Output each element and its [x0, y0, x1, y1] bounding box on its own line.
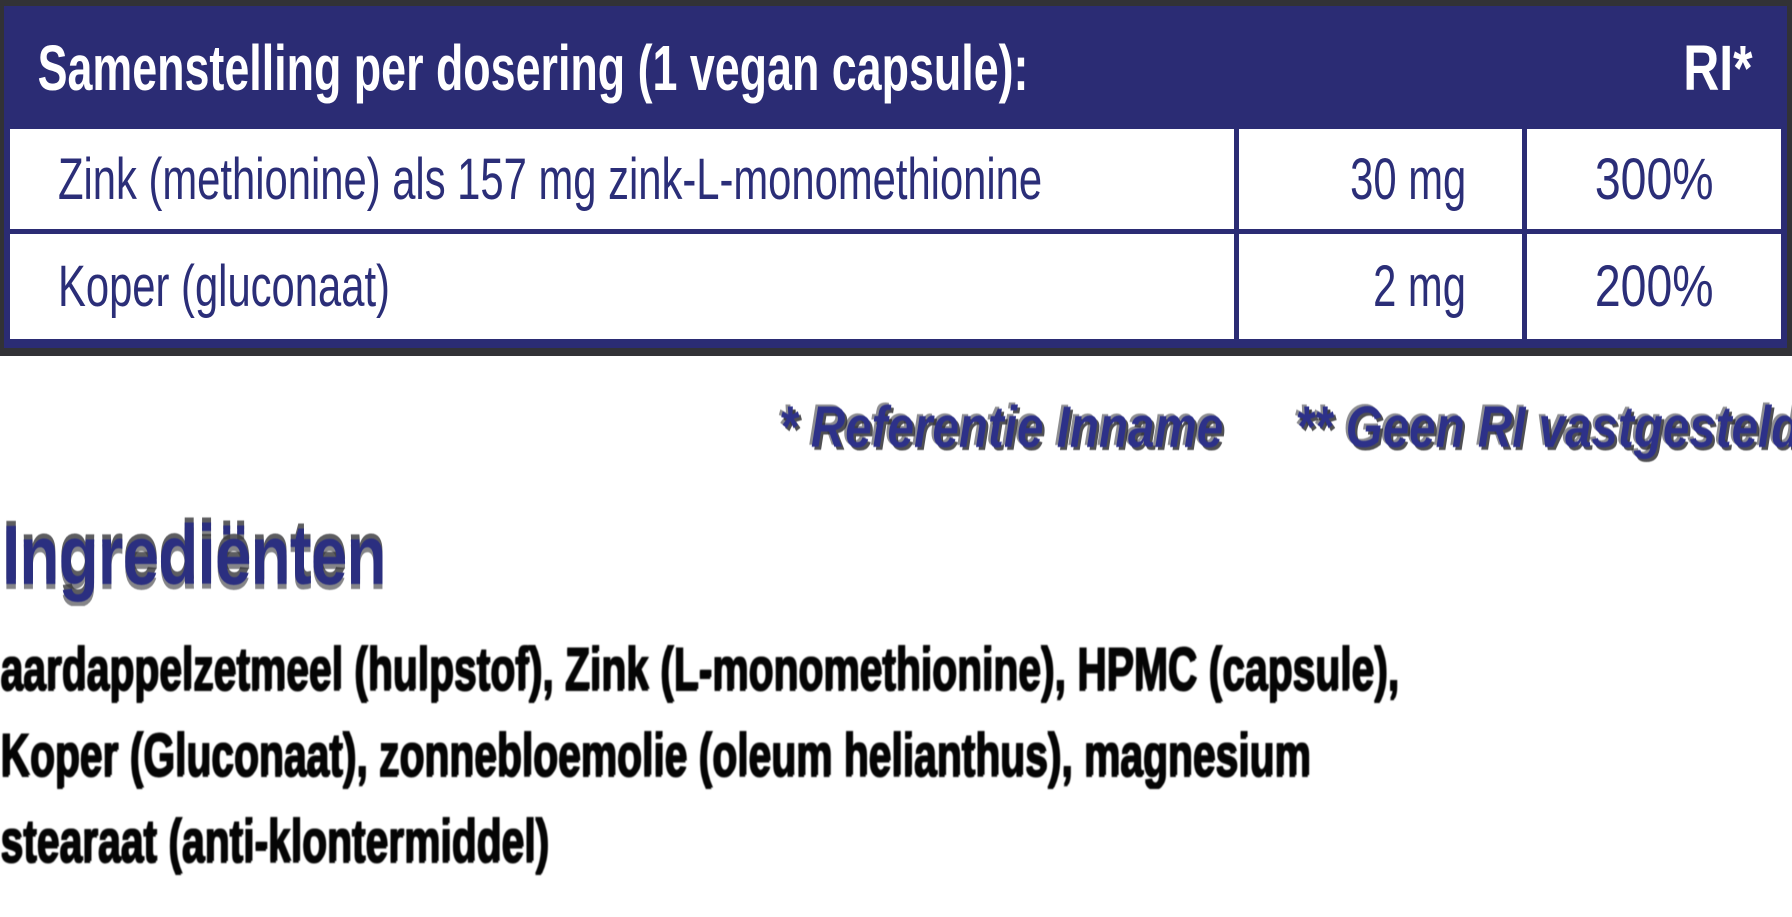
ri-percent-value: 200% — [1594, 254, 1714, 319]
ingredients-line: stearaat (anti-klontermiddel) — [0, 807, 549, 874]
ri-percent-cell: 200% — [1522, 234, 1781, 339]
ri-percent-cell: 300% — [1522, 129, 1781, 229]
amount-value: 30 mg — [1349, 146, 1466, 212]
composition-table: Samenstelling per dosering (1 vegan caps… — [0, 0, 1792, 356]
ingredient-name: Koper (gluconaat) — [58, 254, 390, 319]
table-header: Samenstelling per dosering (1 vegan caps… — [4, 6, 1787, 129]
table-row: Zink (methionine) als 157 mg zink-L-mono… — [10, 129, 1781, 234]
ri-column-header: RI* — [1683, 31, 1753, 104]
ingredient-name-cell: Koper (gluconaat) — [10, 234, 1234, 339]
table-row: Koper (gluconaat) 2 mg 200% — [10, 234, 1781, 339]
no-ri-footnote: ** Geen RI vastgesteld — [1295, 395, 1792, 460]
ingredients-heading: Ingrediënten — [0, 507, 1792, 604]
table-body: Zink (methionine) als 157 mg zink-L-mono… — [4, 129, 1787, 348]
footnotes-line: * Referentie Inname ** Geen RI vastgeste… — [0, 394, 1792, 461]
amount-cell: 2 mg — [1234, 234, 1522, 339]
amount-value: 2 mg — [1373, 254, 1466, 319]
table-title: Samenstelling per dosering (1 vegan caps… — [37, 31, 1029, 104]
ri-percent-value: 300% — [1594, 146, 1714, 212]
ingredients-heading-text: Ingrediënten — [2, 508, 387, 602]
ingredients-line: Koper (Gluconaat), zonnebloemolie (oleum… — [0, 721, 1311, 788]
reference-intake-footnote: * Referentie Inname — [778, 395, 1223, 460]
ingredient-name-cell: Zink (methionine) als 157 mg zink-L-mono… — [10, 129, 1234, 229]
amount-cell: 30 mg — [1234, 129, 1522, 229]
ingredient-name: Zink (methionine) als 157 mg zink-L-mono… — [58, 146, 1043, 212]
ingredients-line: aardappelzetmeel (hulpstof), Zink (L-mon… — [0, 635, 1399, 702]
ingredients-list: aardappelzetmeel (hulpstof), Zink (L-mon… — [0, 634, 1792, 892]
